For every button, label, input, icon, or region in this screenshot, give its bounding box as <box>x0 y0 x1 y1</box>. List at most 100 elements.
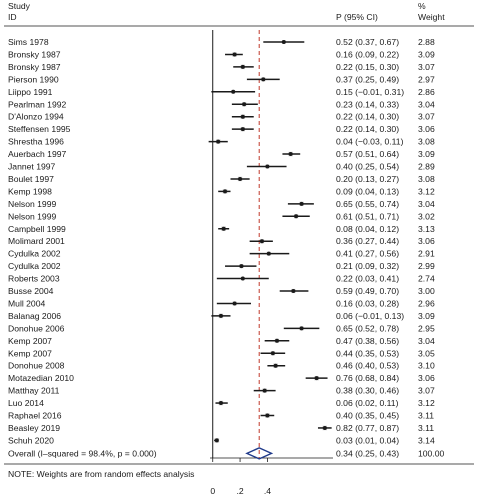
study-weight-label: 3.06 <box>418 124 435 134</box>
study-label: Auerbach 1997 <box>8 149 67 159</box>
study-weight-label: 3.04 <box>418 99 435 109</box>
study-ci-label: 0.06 (−0.01, 0.13) <box>336 311 404 321</box>
study-ci-label: 0.44 (0.35, 0.53) <box>336 348 399 358</box>
plot-area: 0 .2 .4 Sims 1978 0.52 (0.37, 0.67) 2.88 Brons… <box>8 30 445 496</box>
study-label: Mull 2004 <box>8 298 45 308</box>
study-label: Pearlman 1992 <box>8 99 67 109</box>
study-label: Schuh 2020 <box>8 435 54 445</box>
study-weight-label: 2.89 <box>418 162 435 172</box>
study-weight-label: 3.04 <box>418 336 435 346</box>
study-point-marker <box>299 326 304 331</box>
study-point-marker <box>240 114 245 119</box>
study-ci-label: 0.41 (0.27, 0.56) <box>336 249 399 259</box>
study-point-marker <box>216 139 221 144</box>
overall-ci-label: 0.34 (0.25, 0.43) <box>336 448 399 458</box>
study-weight-label: 3.07 <box>418 386 435 396</box>
study-weight-label: 3.09 <box>418 311 435 321</box>
study-weight-label: 2.99 <box>418 261 435 271</box>
study-point-marker <box>265 164 270 169</box>
study-label: Pierson 1990 <box>8 74 59 84</box>
study-ci-label: 0.21 (0.09, 0.32) <box>336 261 399 271</box>
study-label: Balanag 2006 <box>8 311 61 321</box>
study-point-marker <box>214 438 219 443</box>
study-weight-label: 3.07 <box>418 112 435 122</box>
study-weight-label: 3.05 <box>418 348 435 358</box>
study-weight-label: 3.06 <box>418 373 435 383</box>
study-ci-label: 0.57 (0.51, 0.64) <box>336 149 399 159</box>
study-ci-label: 0.76 (0.68, 0.84) <box>336 373 399 383</box>
study-ci-label: 0.22 (0.15, 0.30) <box>336 62 399 72</box>
study-ci-label: 0.40 (0.25, 0.54) <box>336 162 399 172</box>
study-ci-label: 0.16 (0.03, 0.28) <box>336 298 399 308</box>
study-point-marker <box>294 214 299 219</box>
study-ci-label: 0.82 (0.77, 0.87) <box>336 423 399 433</box>
overall-label: Overall (I–squared = 98.4%, p = 0.000) <box>8 448 157 458</box>
study-point-marker <box>239 264 244 269</box>
study-point-marker <box>274 338 279 343</box>
study-label: Kemp 2007 <box>8 348 52 358</box>
study-label: Kemp 2007 <box>8 336 52 346</box>
study-label: Steffensen 1995 <box>8 124 71 134</box>
column-headers: Study ID P (95% CI) % Weight <box>8 1 445 22</box>
study-ci-label: 0.47 (0.38, 0.56) <box>336 336 399 346</box>
study-weight-label: 3.09 <box>418 149 435 159</box>
study-point-marker <box>231 89 236 94</box>
study-ci-label: 0.38 (0.30, 0.46) <box>336 386 399 396</box>
study-label: D'Alonzo 1994 <box>8 112 64 122</box>
study-point-marker <box>265 413 270 418</box>
study-label: Shrestha 1996 <box>8 137 64 147</box>
study-weight-label: 3.12 <box>418 186 435 196</box>
study-ci-label: 0.15 (−0.01, 0.31) <box>336 87 404 97</box>
study-ci-label: 0.06 (0.02, 0.11) <box>336 398 399 408</box>
header-study: Study <box>8 1 31 11</box>
study-point-marker <box>266 251 271 256</box>
study-label: Jannet 1997 <box>8 162 56 172</box>
study-weight-label: 2.86 <box>418 87 435 97</box>
study-weight-label: 3.09 <box>418 49 435 59</box>
study-ci-label: 0.16 (0.09, 0.22) <box>336 49 399 59</box>
x-tick-label: .4 <box>264 486 271 496</box>
study-label: Cydulka 2002 <box>8 261 61 271</box>
study-label: Raphael 2016 <box>8 411 62 421</box>
study-ci-label: 0.22 (0.03, 0.41) <box>336 274 399 284</box>
study-label: Donohue 2008 <box>8 361 65 371</box>
study-weight-label: 3.08 <box>418 174 435 184</box>
study-point-marker <box>240 64 245 69</box>
study-point-marker <box>232 52 237 57</box>
study-point-marker <box>259 239 264 244</box>
study-weight-label: 3.02 <box>418 211 435 221</box>
header-weight-percent: % <box>418 1 426 11</box>
study-point-marker <box>299 201 304 206</box>
study-point-marker <box>240 276 245 281</box>
x-tick-label: 0 <box>210 486 215 496</box>
study-point-marker <box>270 351 275 356</box>
study-weight-label: 3.11 <box>418 423 434 433</box>
study-point-marker <box>221 226 226 231</box>
study-weight-label: 3.08 <box>418 137 435 147</box>
study-weight-label: 2.74 <box>418 274 435 284</box>
study-label: Nelson 1999 <box>8 211 56 221</box>
study-point-marker <box>242 102 247 107</box>
study-point-marker <box>223 189 228 194</box>
study-ci-label: 0.20 (0.13, 0.27) <box>336 174 399 184</box>
study-point-marker <box>218 313 223 318</box>
header-id: ID <box>8 12 17 22</box>
study-label: Busse 2004 <box>8 286 54 296</box>
study-ci-label: 0.22 (0.14, 0.30) <box>336 112 399 122</box>
study-point-marker <box>262 388 267 393</box>
study-label: Boulet 1997 <box>8 174 54 184</box>
study-ci-label: 0.59 (0.49, 0.70) <box>336 286 399 296</box>
study-ci-label: 0.23 (0.14, 0.33) <box>336 99 399 109</box>
study-point-marker <box>322 425 327 430</box>
study-point-marker <box>273 363 278 368</box>
overall-diamond <box>245 447 274 460</box>
study-ci-label: 0.46 (0.40, 0.53) <box>336 361 399 371</box>
study-label: Beasley 2019 <box>8 423 60 433</box>
study-label: Cydulka 2002 <box>8 249 61 259</box>
study-weight-label: 2.88 <box>418 37 435 47</box>
study-point-marker <box>218 401 223 406</box>
study-ci-label: 0.08 (0.04, 0.12) <box>336 224 399 234</box>
study-ci-label: 0.65 (0.52, 0.78) <box>336 323 399 333</box>
study-ci-label: 0.09 (0.04, 0.13) <box>336 186 399 196</box>
